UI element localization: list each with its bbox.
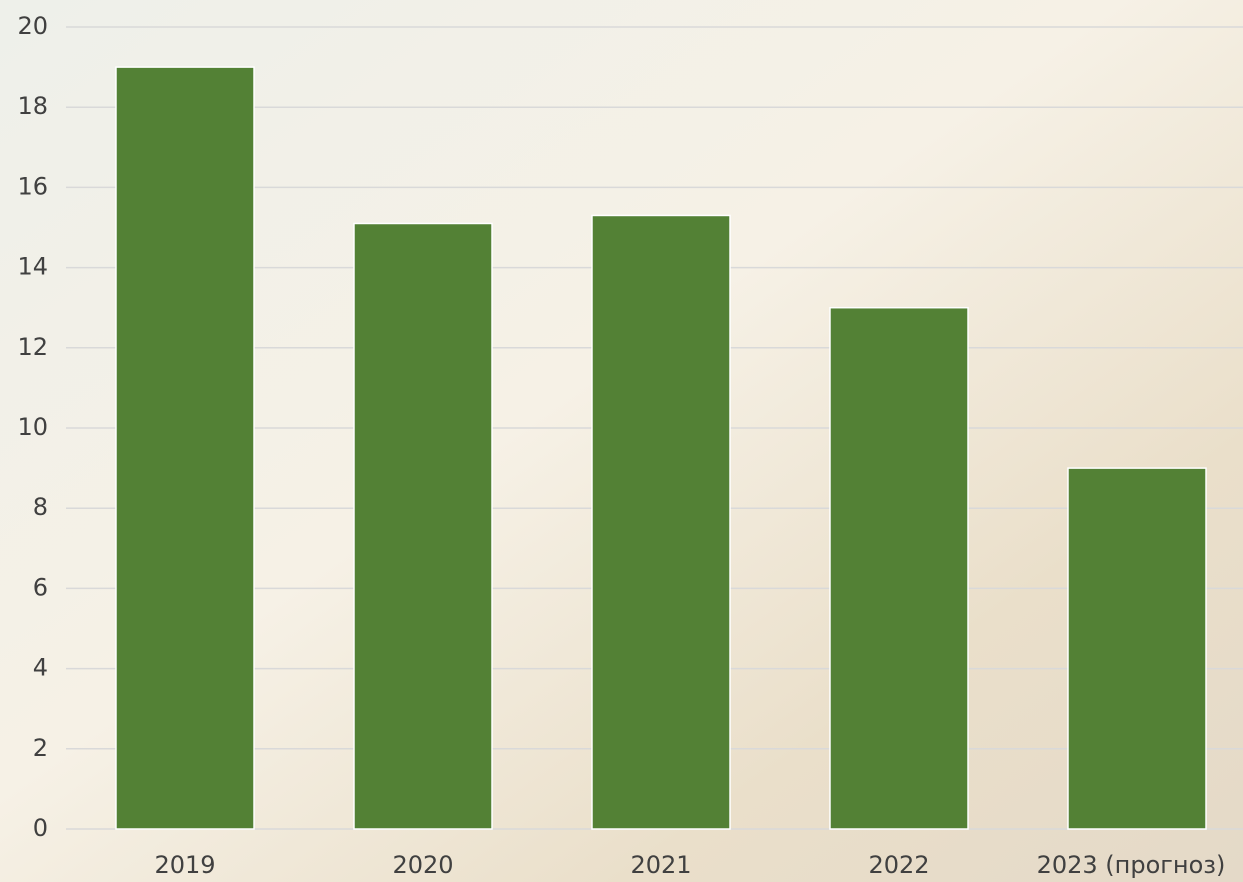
bar bbox=[592, 215, 730, 829]
y-tick-label: 2 bbox=[33, 734, 48, 762]
chart: 0 2 4 6 8 10 12 14 16 18 20 2019 2020 2021 2022 2023 (п… bbox=[0, 0, 1243, 882]
y-tick-label: 12 bbox=[17, 333, 48, 361]
y-tick-label: 20 bbox=[17, 12, 48, 40]
y-tick-label: 14 bbox=[17, 253, 48, 281]
x-tick-label: 2020 bbox=[392, 851, 453, 879]
y-tick-label: 16 bbox=[17, 172, 48, 200]
y-tick-label: 6 bbox=[33, 573, 48, 601]
y-tick-label: 18 bbox=[17, 92, 48, 120]
y-tick-label: 4 bbox=[33, 654, 48, 682]
y-tick-label: 0 bbox=[33, 814, 48, 842]
y-tick-label: 10 bbox=[17, 413, 48, 441]
x-tick-label: 2019 bbox=[154, 851, 215, 879]
bar bbox=[1068, 468, 1206, 829]
x-tick-label: 2022 bbox=[868, 851, 929, 879]
bar bbox=[116, 67, 254, 829]
x-tick-label: 2023 (прогноз) bbox=[1037, 851, 1226, 879]
bar bbox=[830, 308, 968, 829]
x-tick-label: 2021 bbox=[630, 851, 691, 879]
bar bbox=[354, 223, 492, 829]
y-tick-label: 8 bbox=[33, 493, 48, 521]
